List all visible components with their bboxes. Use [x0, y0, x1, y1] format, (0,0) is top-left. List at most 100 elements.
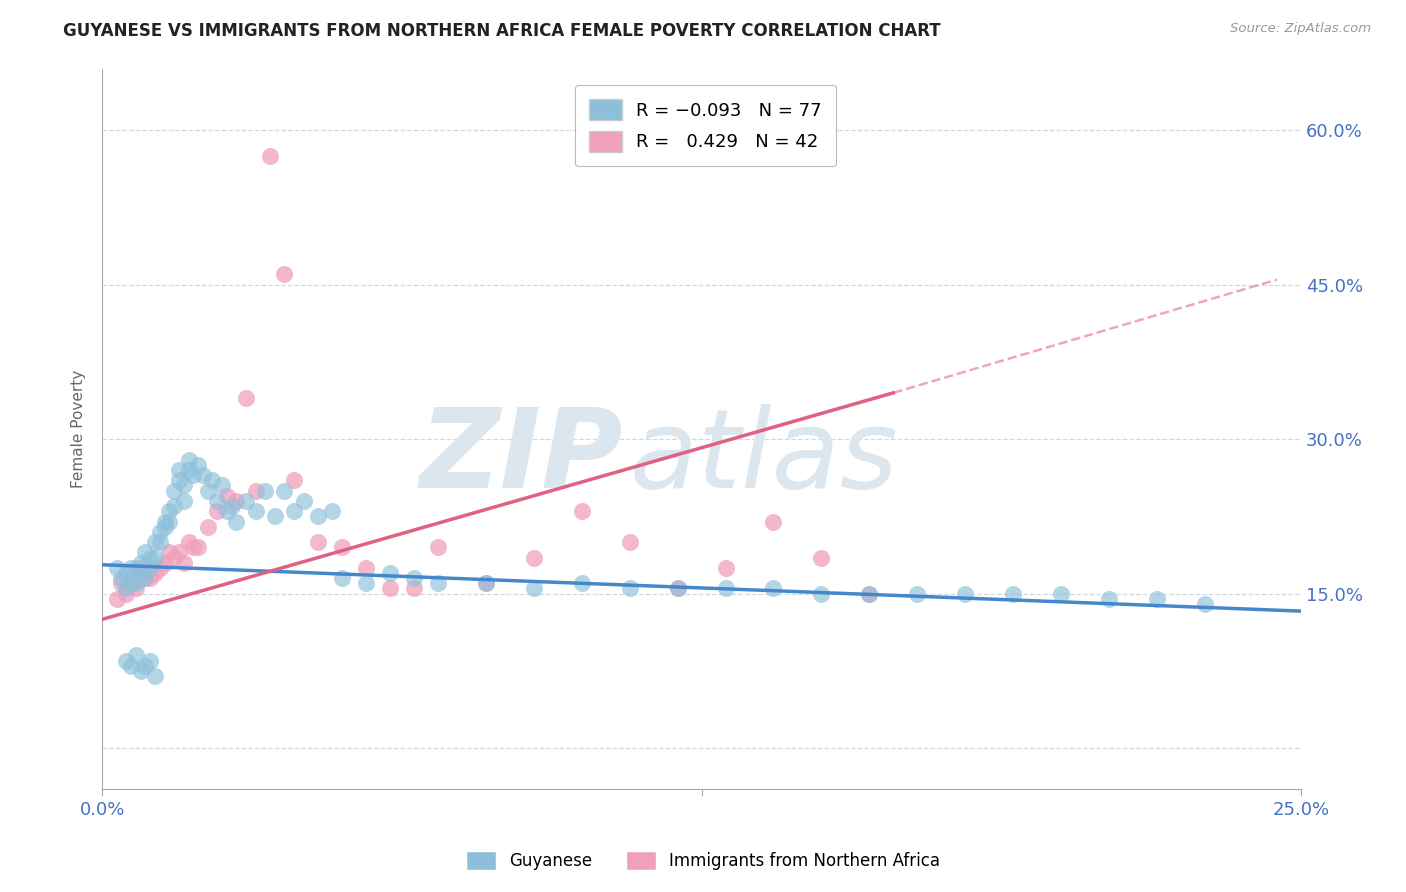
- Point: [157, 545, 180, 559]
- Point: [125, 648, 148, 663]
- Point: [273, 483, 295, 498]
- Point: [110, 571, 132, 585]
- Point: [402, 571, 425, 585]
- Point: [426, 541, 449, 555]
- Point: [187, 458, 209, 472]
- Point: [173, 494, 195, 508]
- Point: [215, 504, 238, 518]
- Point: [167, 463, 190, 477]
- Point: [378, 566, 401, 580]
- Point: [120, 576, 142, 591]
- Point: [120, 561, 142, 575]
- Point: [181, 541, 204, 555]
- Point: [762, 515, 785, 529]
- Point: [120, 576, 142, 591]
- Point: [177, 463, 200, 477]
- Point: [143, 669, 166, 683]
- Point: [259, 149, 281, 163]
- Text: Source: ZipAtlas.com: Source: ZipAtlas.com: [1230, 22, 1371, 36]
- Point: [173, 478, 195, 492]
- Point: [321, 504, 343, 518]
- Text: atlas: atlas: [630, 404, 898, 511]
- Point: [215, 489, 238, 503]
- Point: [905, 586, 928, 600]
- Point: [402, 582, 425, 596]
- Point: [1194, 597, 1216, 611]
- Point: [858, 586, 880, 600]
- Point: [235, 391, 257, 405]
- Point: [143, 535, 166, 549]
- Point: [1098, 591, 1121, 606]
- Point: [177, 452, 200, 467]
- Text: ZIP: ZIP: [420, 404, 624, 511]
- Point: [129, 556, 152, 570]
- Point: [153, 519, 176, 533]
- Point: [163, 483, 186, 498]
- Point: [283, 504, 305, 518]
- Point: [330, 541, 353, 555]
- Point: [207, 494, 229, 508]
- Point: [283, 474, 305, 488]
- Point: [426, 576, 449, 591]
- Point: [254, 483, 277, 498]
- Legend: Guyanese, Immigrants from Northern Africa: Guyanese, Immigrants from Northern Afric…: [460, 844, 946, 877]
- Point: [125, 561, 148, 575]
- Point: [666, 582, 689, 596]
- Point: [167, 545, 190, 559]
- Point: [177, 535, 200, 549]
- Point: [523, 550, 546, 565]
- Point: [134, 571, 156, 585]
- Point: [115, 586, 138, 600]
- Point: [762, 582, 785, 596]
- Point: [105, 561, 128, 575]
- Point: [666, 582, 689, 596]
- Point: [211, 478, 233, 492]
- Point: [475, 576, 498, 591]
- Point: [139, 571, 162, 585]
- Point: [115, 566, 138, 580]
- Point: [125, 582, 148, 596]
- Point: [245, 504, 267, 518]
- Point: [810, 586, 832, 600]
- Point: [115, 653, 138, 667]
- Point: [619, 582, 641, 596]
- Point: [129, 561, 152, 575]
- Point: [134, 545, 156, 559]
- Point: [197, 519, 219, 533]
- Point: [378, 582, 401, 596]
- Point: [330, 571, 353, 585]
- Point: [143, 550, 166, 565]
- Point: [134, 658, 156, 673]
- Point: [571, 576, 593, 591]
- Point: [307, 535, 329, 549]
- Point: [157, 504, 180, 518]
- Point: [153, 556, 176, 570]
- Point: [714, 561, 737, 575]
- Point: [163, 550, 186, 565]
- Point: [714, 582, 737, 596]
- Point: [163, 499, 186, 513]
- Point: [173, 556, 195, 570]
- Point: [120, 658, 142, 673]
- Point: [354, 576, 377, 591]
- Point: [105, 591, 128, 606]
- Point: [221, 499, 243, 513]
- Point: [354, 561, 377, 575]
- Point: [139, 561, 162, 575]
- Point: [129, 664, 152, 678]
- Point: [167, 474, 190, 488]
- Point: [201, 474, 224, 488]
- Point: [143, 566, 166, 580]
- Point: [139, 550, 162, 565]
- Point: [475, 576, 498, 591]
- Point: [571, 504, 593, 518]
- Point: [157, 515, 180, 529]
- Y-axis label: Female Poverty: Female Poverty: [72, 370, 86, 488]
- Point: [235, 494, 257, 508]
- Point: [153, 515, 176, 529]
- Point: [273, 268, 295, 282]
- Point: [125, 576, 148, 591]
- Point: [181, 468, 204, 483]
- Point: [523, 582, 546, 596]
- Point: [115, 582, 138, 596]
